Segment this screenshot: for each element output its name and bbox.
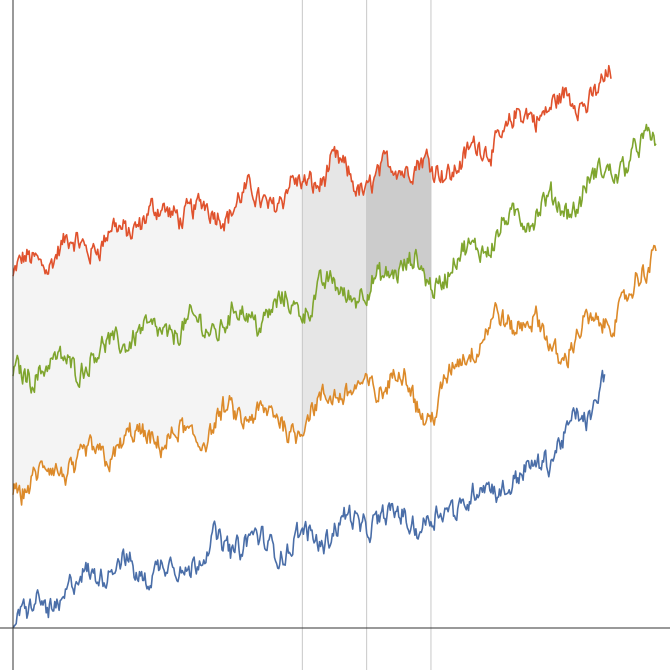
series-line-blue bbox=[12, 369, 606, 629]
series-line-red bbox=[12, 64, 612, 277]
vertical-marker-lines bbox=[301, 0, 432, 670]
shaded-band-3 bbox=[366, 149, 431, 306]
series-line-orange bbox=[12, 244, 657, 506]
shaded-bands bbox=[13, 146, 431, 505]
shaded-band-1 bbox=[13, 174, 303, 505]
series-line-green bbox=[12, 123, 657, 394]
shaded-band-2 bbox=[302, 146, 367, 436]
series-lines bbox=[12, 64, 657, 629]
